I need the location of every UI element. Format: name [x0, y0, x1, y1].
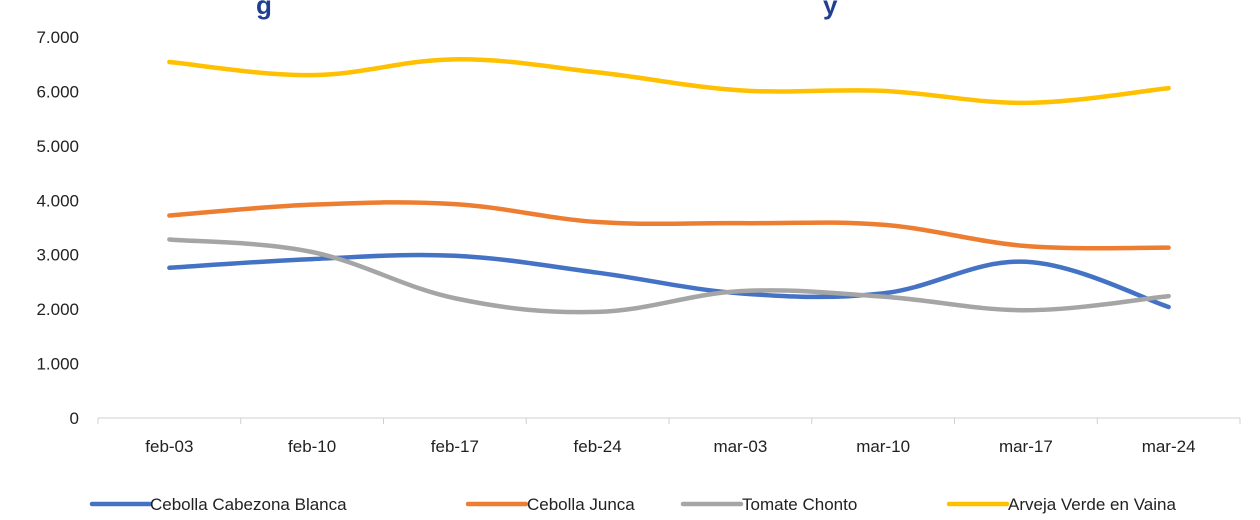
y-tick-label: 2.000: [36, 300, 79, 319]
x-tick-label: feb-10: [288, 437, 336, 456]
y-tick-label: 3.000: [36, 246, 79, 265]
data-point-tomate-chonto: [738, 289, 742, 293]
data-point-cebolla-cabezona-blanca: [1024, 260, 1028, 264]
legend-label-cebolla-junca: Cebolla Junca: [527, 495, 635, 514]
series-line-cebolla-cabezona-blanca: [167, 252, 1171, 310]
data-point-cebolla-junca: [881, 223, 885, 227]
data-point-cebolla-junca: [167, 214, 171, 218]
data-point-arveja-verde-en-vaina: [310, 73, 314, 77]
data-point-cebolla-cabezona-blanca: [453, 254, 457, 258]
x-tick-label: feb-17: [431, 437, 479, 456]
data-point-tomate-chonto: [881, 295, 885, 299]
data-point-arveja-verde-en-vaina: [881, 89, 885, 93]
data-point-arveja-verde-en-vaina: [453, 57, 457, 61]
chart-title-left-fragment: g: [256, 0, 272, 20]
data-point-cebolla-junca: [1024, 244, 1028, 248]
data-point-cebolla-junca: [1167, 246, 1171, 250]
data-point-cebolla-junca: [453, 202, 457, 206]
data-point-arveja-verde-en-vaina: [1024, 101, 1028, 105]
data-point-tomate-chonto: [310, 250, 314, 254]
y-tick-label: 6.000: [36, 82, 79, 101]
x-tick-label: feb-24: [574, 437, 622, 456]
data-point-tomate-chonto: [596, 310, 600, 314]
data-point-arveja-verde-en-vaina: [596, 70, 600, 74]
y-tick-label: 4.000: [36, 191, 79, 210]
y-tick-label: 0: [70, 409, 79, 428]
x-tick-label: mar-24: [1142, 437, 1196, 456]
data-point-tomate-chonto: [453, 296, 457, 300]
y-tick-label: 5.000: [36, 137, 79, 156]
y-tick-label: 1.000: [36, 355, 79, 374]
x-tick-label: mar-10: [856, 437, 910, 456]
data-point-cebolla-cabezona-blanca: [596, 271, 600, 275]
data-point-cebolla-cabezona-blanca: [167, 266, 171, 270]
legend: Cebolla Cabezona Blanca Cebolla Junca Toma…: [89, 495, 1176, 514]
data-point-cebolla-junca: [310, 203, 314, 207]
x-tick-label: mar-17: [999, 437, 1053, 456]
legend-label-tomate-chonto: Tomate Chonto: [742, 495, 857, 514]
series-layer: [167, 57, 1171, 315]
data-point-cebolla-junca: [738, 221, 742, 225]
series-line-cebolla-junca: [167, 200, 1171, 251]
legend-label-arveja-verde-en-vaina: Arveja Verde en Vaina: [1008, 495, 1176, 514]
data-point-cebolla-cabezona-blanca: [1167, 305, 1171, 309]
chart-title-right-fragment: y: [823, 0, 838, 20]
data-point-arveja-verde-en-vaina: [1167, 86, 1171, 90]
data-point-tomate-chonto: [167, 237, 171, 241]
data-point-arveja-verde-en-vaina: [167, 60, 171, 64]
axes-layer: 0 1.000 2.000 3.000 4.000 5.000 6.000 7.000 feb-…: [36, 28, 1241, 456]
series-line-tomate-chonto: [167, 237, 1171, 315]
data-point-cebolla-junca: [596, 220, 600, 224]
data-point-tomate-chonto: [1167, 294, 1171, 298]
series-line-arveja-verde-en-vaina: [167, 57, 1171, 106]
data-point-tomate-chonto: [1024, 308, 1028, 312]
data-point-arveja-verde-en-vaina: [738, 88, 742, 92]
y-tick-label: 7.000: [36, 28, 79, 47]
data-point-cebolla-cabezona-blanca: [310, 257, 314, 261]
legend-label-cebolla-cabezona-blanca: Cebolla Cabezona Blanca: [150, 495, 347, 514]
x-tick-label: feb-03: [145, 437, 193, 456]
x-tick-label: mar-03: [713, 437, 767, 456]
